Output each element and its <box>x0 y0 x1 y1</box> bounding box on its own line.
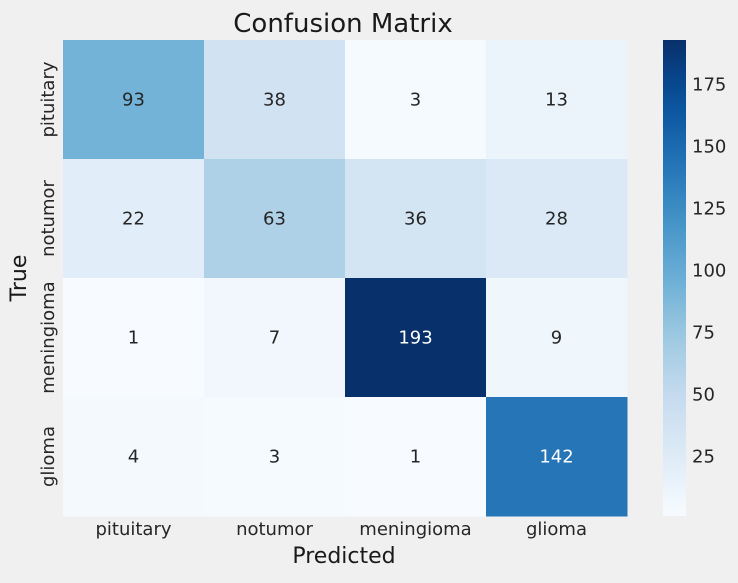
cell-value-label: 3 <box>269 447 280 468</box>
heatmap-cell <box>486 159 628 279</box>
cell-value-label: 7 <box>269 328 280 349</box>
y-axis-label: True <box>7 255 32 303</box>
heatmap-cell <box>345 278 487 398</box>
heatmap-cell <box>486 40 628 160</box>
heatmap-cells: 93 38 3 13 22 63 36 28 1 7 193 9 4 3 1 142 <box>63 40 628 517</box>
cell-value-label: 4 <box>128 447 139 468</box>
colorbar-tick-label: 125 <box>692 199 726 220</box>
x-tick-labels: pituitary notumor meningioma glioma <box>95 519 587 540</box>
heatmap-cell <box>345 397 487 517</box>
y-tick-label: pituitary <box>38 61 59 137</box>
heatmap-cell <box>204 278 346 398</box>
cell-value-label: 22 <box>122 209 145 230</box>
cell-value-label: 193 <box>398 328 432 349</box>
cell-value-label: 13 <box>545 90 568 111</box>
heatmap-cell <box>63 397 205 517</box>
y-tick-label: notumor <box>38 179 59 256</box>
y-tick-label: meningioma <box>38 281 59 393</box>
colorbar <box>663 40 686 516</box>
colorbar-tick-label: 150 <box>692 137 726 158</box>
colorbar-tick-label: 75 <box>692 323 715 344</box>
heatmap-cell <box>486 397 628 517</box>
heatmap-cell <box>63 278 205 398</box>
x-axis-label: Predicted <box>292 544 395 569</box>
cell-value-label: 63 <box>263 209 286 230</box>
heatmap-cell <box>486 278 628 398</box>
cell-value-label: 93 <box>122 90 145 111</box>
cell-value-label: 1 <box>128 328 139 349</box>
cell-value-label: 38 <box>263 90 286 111</box>
colorbar-tick-label: 100 <box>692 261 726 282</box>
colorbar-tick-label: 50 <box>692 385 715 406</box>
heatmap-cell <box>345 40 487 160</box>
x-tick-label: pituitary <box>95 519 171 540</box>
heatmap-cell <box>204 40 346 160</box>
x-tick-label: glioma <box>526 519 587 540</box>
heatmap-cell <box>204 159 346 279</box>
x-tick-label: meningioma <box>359 519 471 540</box>
y-tick-labels: pituitary notumor meningioma glioma <box>38 61 59 487</box>
colorbar-tick-labels: 25 50 75 100 125 150 175 <box>692 75 726 468</box>
cell-value-label: 3 <box>410 90 421 111</box>
y-tick-label: glioma <box>38 426 59 487</box>
colorbar-tick-label: 25 <box>692 447 715 468</box>
heatmap-cell <box>345 159 487 279</box>
cell-value-label: 142 <box>539 447 573 468</box>
colorbar-tick-label: 175 <box>692 75 726 96</box>
cell-value-label: 1 <box>410 447 421 468</box>
chart-title: Confusion Matrix <box>233 9 452 39</box>
cell-value-label: 36 <box>404 209 427 230</box>
cell-value-label: 9 <box>551 328 562 349</box>
heatmap-cell <box>63 159 205 279</box>
heatmap-cell <box>204 397 346 517</box>
x-tick-label: notumor <box>236 519 313 540</box>
cell-value-label: 28 <box>545 209 568 230</box>
heatmap-cell <box>63 40 205 160</box>
